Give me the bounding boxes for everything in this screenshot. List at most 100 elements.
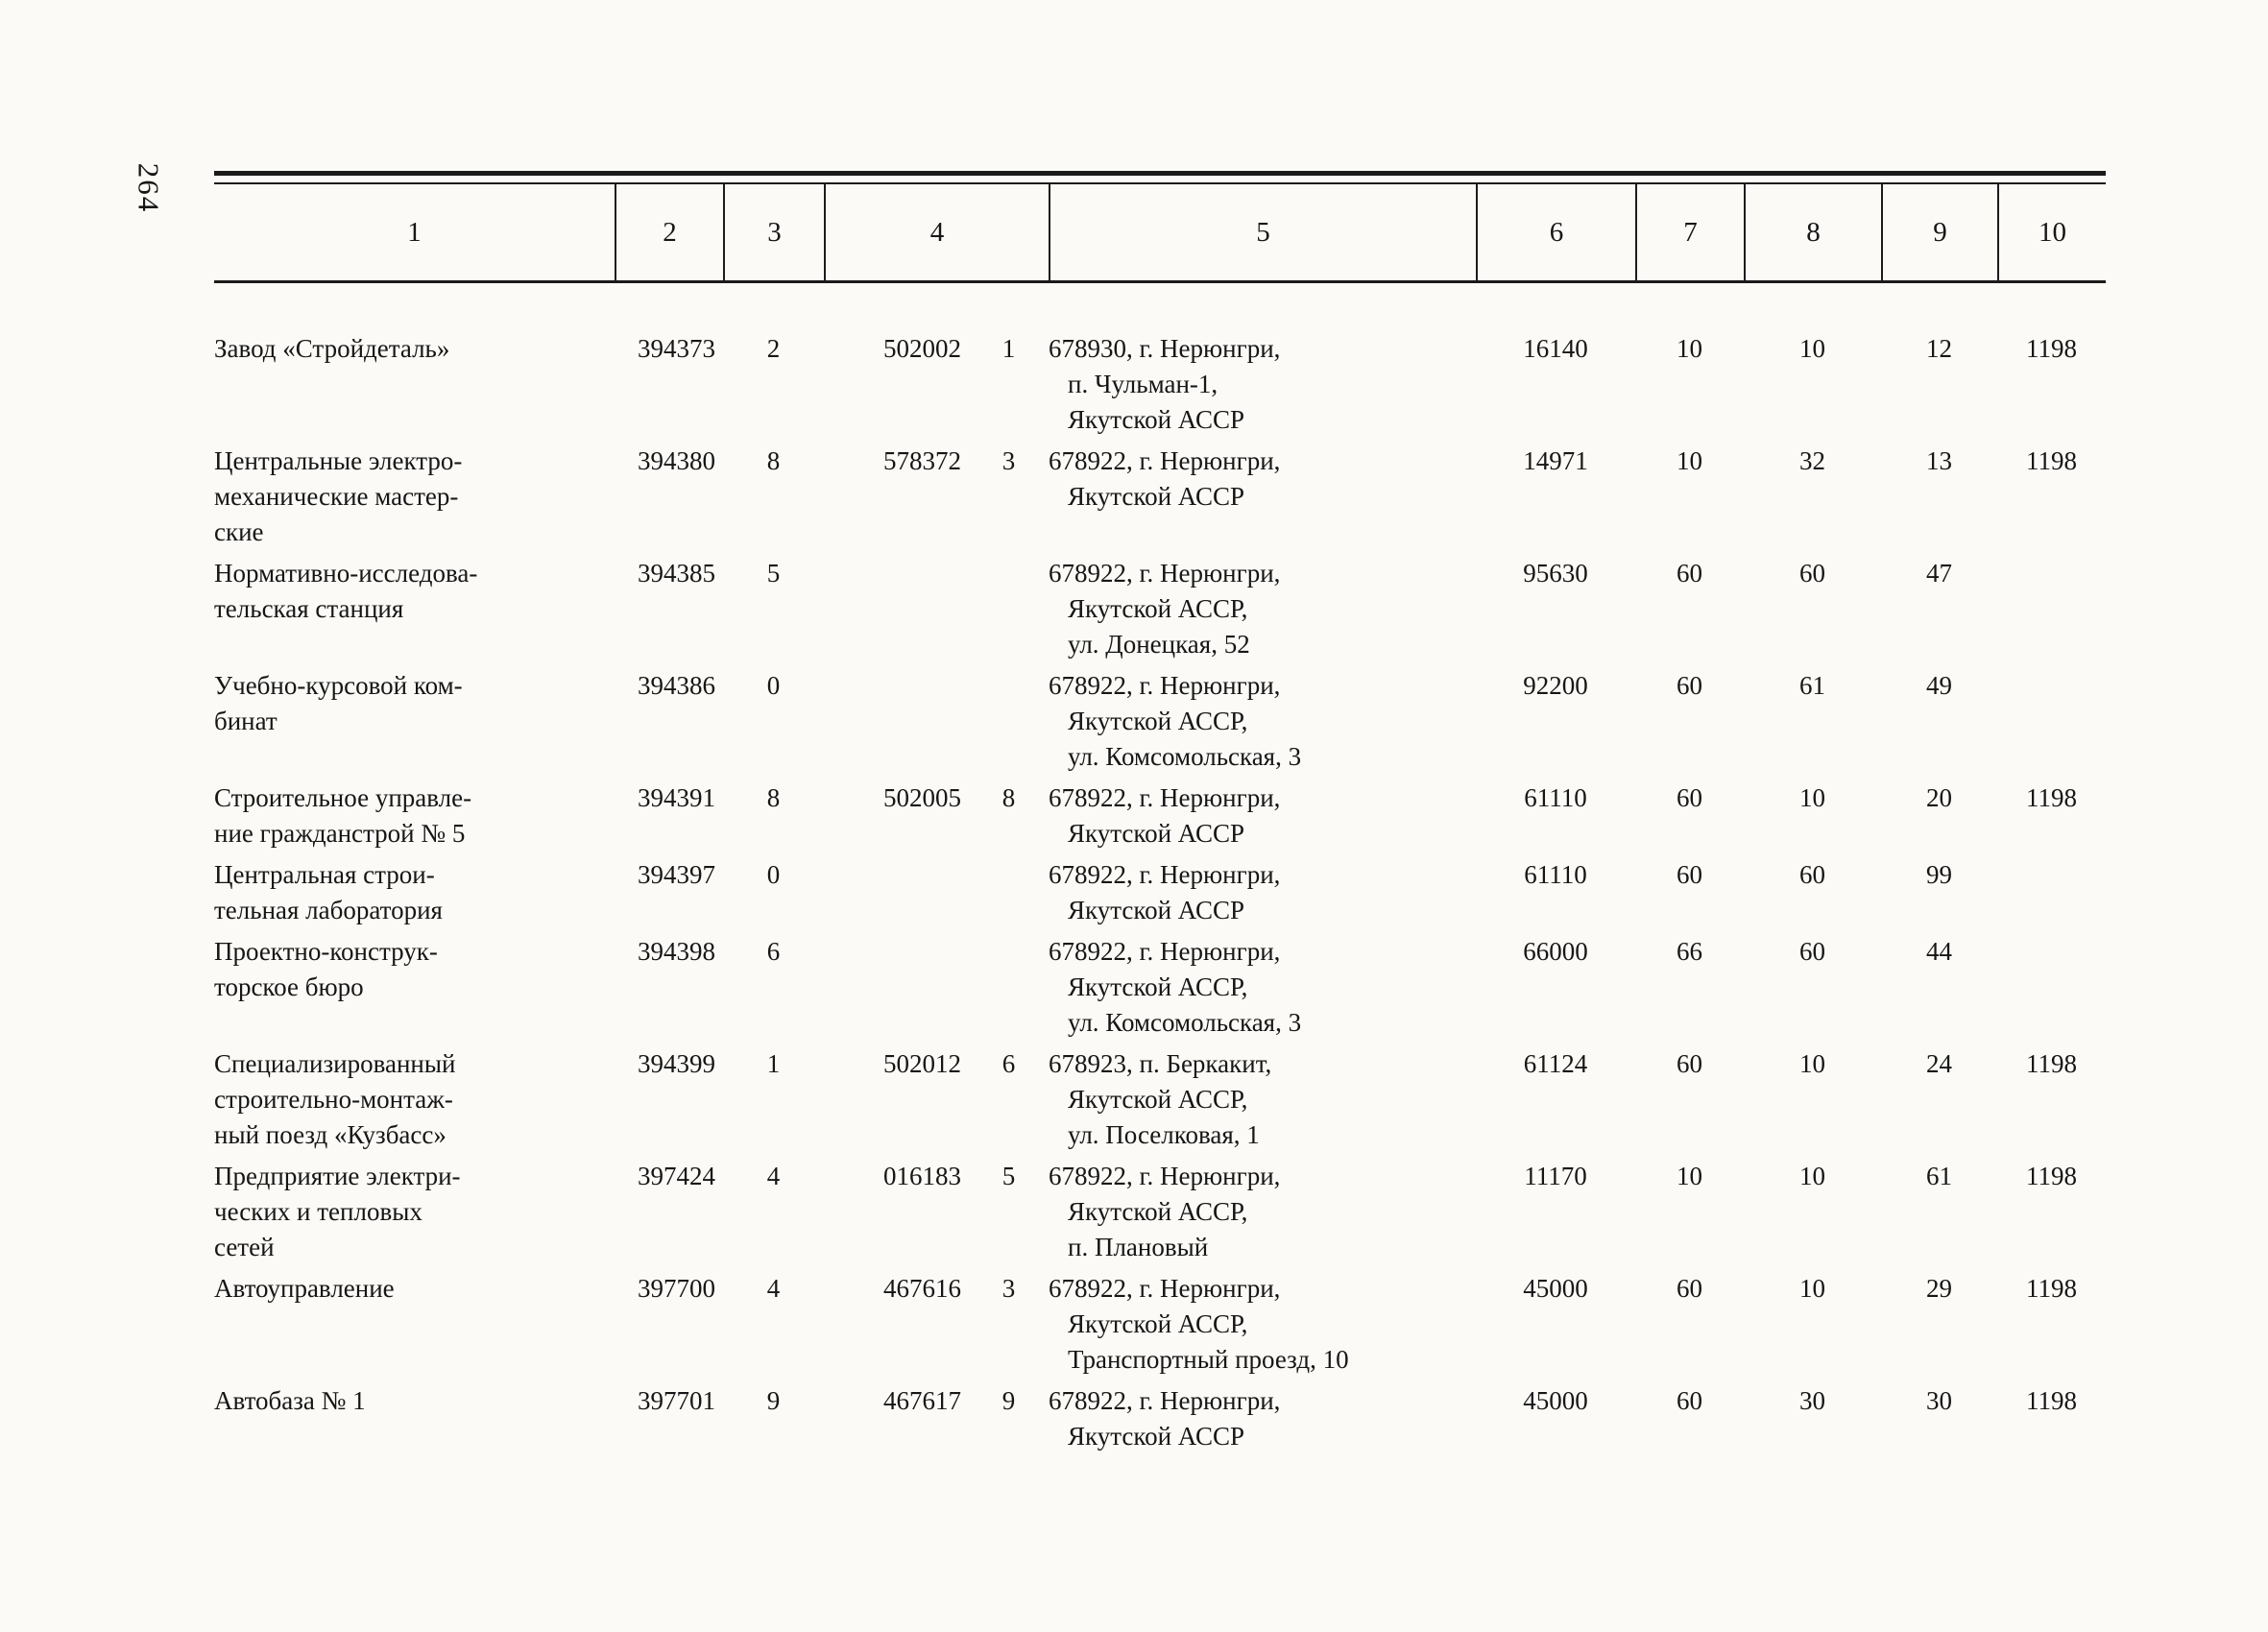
code-cell: 394373 [638,334,715,363]
col10-cell: 1198 [2026,1049,2077,1078]
address-cell: 678922, г. Нерюнгри, Якутской АССР [1049,446,1281,511]
col7-cell: 10 [1677,334,1702,363]
column-header-9: 9 [1881,184,1997,280]
col10-cell: 1198 [2026,1162,2077,1190]
address-cell: 678922, г. Нерюнгри, Якутской АССР, п. П… [1049,1162,1281,1261]
col7-cell: 60 [1677,559,1702,588]
col6-cell: 45000 [1523,1274,1588,1303]
check-digit2-cell: 9 [1001,1386,1016,1415]
code-cell: 394385 [638,559,715,588]
check-digit2-cell: 3 [1001,446,1016,475]
org-name-cell: Центральная строи- тельная лаборатория [214,860,443,924]
org-name-cell: Специализированный строительно-монтаж- н… [214,1049,456,1149]
check-digit-cell: 4 [766,1274,781,1303]
org-name-cell: Строительное управле- ние гражданстрой №… [214,783,472,848]
col10-cell: 1198 [2026,446,2077,475]
code2-cell: 578372 [883,446,961,475]
code-cell: 394391 [638,783,715,812]
column-header-8: 8 [1744,184,1881,280]
col8-cell: 60 [1799,559,1825,588]
col6-cell: 14971 [1523,446,1588,475]
col7-cell: 60 [1677,1049,1702,1078]
address-cell: 678930, г. Нерюнгри, п. Чульман-1, Якутс… [1049,334,1281,434]
col9-cell: 44 [1926,937,1952,966]
col6-cell: 61110 [1524,783,1587,812]
code-cell: 394380 [638,446,715,475]
code2-cell: 467616 [883,1274,961,1303]
col8-cell: 60 [1799,937,1825,966]
check-digit2-cell: 1 [1001,334,1016,363]
check-digit-cell: 6 [766,937,781,966]
check-digit-cell: 9 [766,1386,781,1415]
col9-cell: 30 [1926,1386,1952,1415]
address-cell: 678922, г. Нерюнгри, Якутской АССР [1049,860,1281,924]
table-row: Центральная строи- тельная лаборатория 3… [214,857,2106,928]
table-top-rule [214,171,2106,184]
column-header-2: 2 [615,184,723,280]
table-header-row: 1 2 3 4 5 6 7 8 9 10 [214,184,2106,283]
check-digit-cell: 8 [766,446,781,475]
col9-cell: 61 [1926,1162,1952,1190]
col9-cell: 12 [1926,334,1952,363]
org-name-cell: Центральные электро- механические мастер… [214,446,463,546]
check-digit2-cell: 8 [1001,783,1016,812]
col7-cell: 10 [1677,1162,1702,1190]
column-header-7: 7 [1635,184,1744,280]
column-header-1: 1 [407,216,422,248]
col8-cell: 61 [1799,671,1825,700]
check-digit-cell: 8 [766,783,781,812]
code-cell: 397424 [638,1162,715,1190]
code-cell: 394399 [638,1049,715,1078]
col6-cell: 61110 [1524,860,1587,889]
col8-cell: 10 [1799,1162,1825,1190]
org-name-cell: Учебно-курсовой ком- бинат [214,671,463,735]
table-row: Автобаза № 1 397701 9 467617 9 678922, г… [214,1383,2106,1454]
column-header-10: 10 [1997,184,2106,280]
col8-cell: 60 [1799,860,1825,889]
col8-cell: 10 [1799,1274,1825,1303]
code2-cell: 502002 [883,334,961,363]
org-name-cell: Завод «Стройдеталь» [214,334,450,363]
col6-cell: 61124 [1523,1049,1588,1078]
code-cell: 397701 [638,1386,715,1415]
org-name-cell: Проектно-конструк- торское бюро [214,937,438,1001]
table-row: Строительное управле- ние гражданстрой №… [214,780,2106,852]
address-cell: 678922, г. Нерюнгри, Якутской АССР [1049,1386,1281,1451]
address-cell: 678922, г. Нерюнгри, Якутской АССР, Тран… [1049,1274,1349,1374]
code-cell: 397700 [638,1274,715,1303]
column-header-3: 3 [723,184,824,280]
table-row: Специализированный строительно-монтаж- н… [214,1046,2106,1153]
check-digit2-cell: 3 [1001,1274,1016,1303]
col8-cell: 10 [1799,783,1825,812]
check-digit-cell: 2 [766,334,781,363]
col6-cell: 11170 [1524,1162,1587,1190]
table-row: Завод «Стройдеталь» 394373 2 502002 1 67… [214,331,2106,438]
table-row: Проектно-конструк- торское бюро 394398 6… [214,934,2106,1041]
org-name-cell: Автобаза № 1 [214,1386,366,1415]
col6-cell: 95630 [1523,559,1588,588]
address-cell: 678922, г. Нерюнгри, Якутской АССР [1049,783,1281,848]
col9-cell: 29 [1926,1274,1952,1303]
code-cell: 394397 [638,860,715,889]
col6-cell: 45000 [1523,1386,1588,1415]
col6-cell: 92200 [1523,671,1588,700]
col7-cell: 10 [1677,446,1702,475]
col6-cell: 66000 [1523,937,1588,966]
col7-cell: 60 [1677,860,1702,889]
check-digit2-cell: 6 [1001,1049,1016,1078]
column-header-5: 5 [1049,184,1476,280]
table-row: Автоуправление 397700 4 467616 3 678922,… [214,1271,2106,1378]
col8-cell: 32 [1799,446,1825,475]
col7-cell: 60 [1677,1274,1702,1303]
col10-cell: 1198 [2026,334,2077,363]
col9-cell: 20 [1926,783,1952,812]
table-row: Учебно-курсовой ком- бинат 394386 0 6789… [214,668,2106,775]
org-name-cell: Предприятие электри- ческих и тепловых с… [214,1162,461,1261]
check-digit-cell: 0 [766,860,781,889]
column-header-6: 6 [1476,184,1635,280]
directory-table: 1 2 3 4 5 6 7 8 9 10 Завод «Стройдеталь»… [214,171,2106,1460]
address-cell: 678922, г. Нерюнгри, Якутской АССР, ул. … [1049,671,1302,771]
code2-cell: 502012 [883,1049,961,1078]
col9-cell: 13 [1926,446,1952,475]
